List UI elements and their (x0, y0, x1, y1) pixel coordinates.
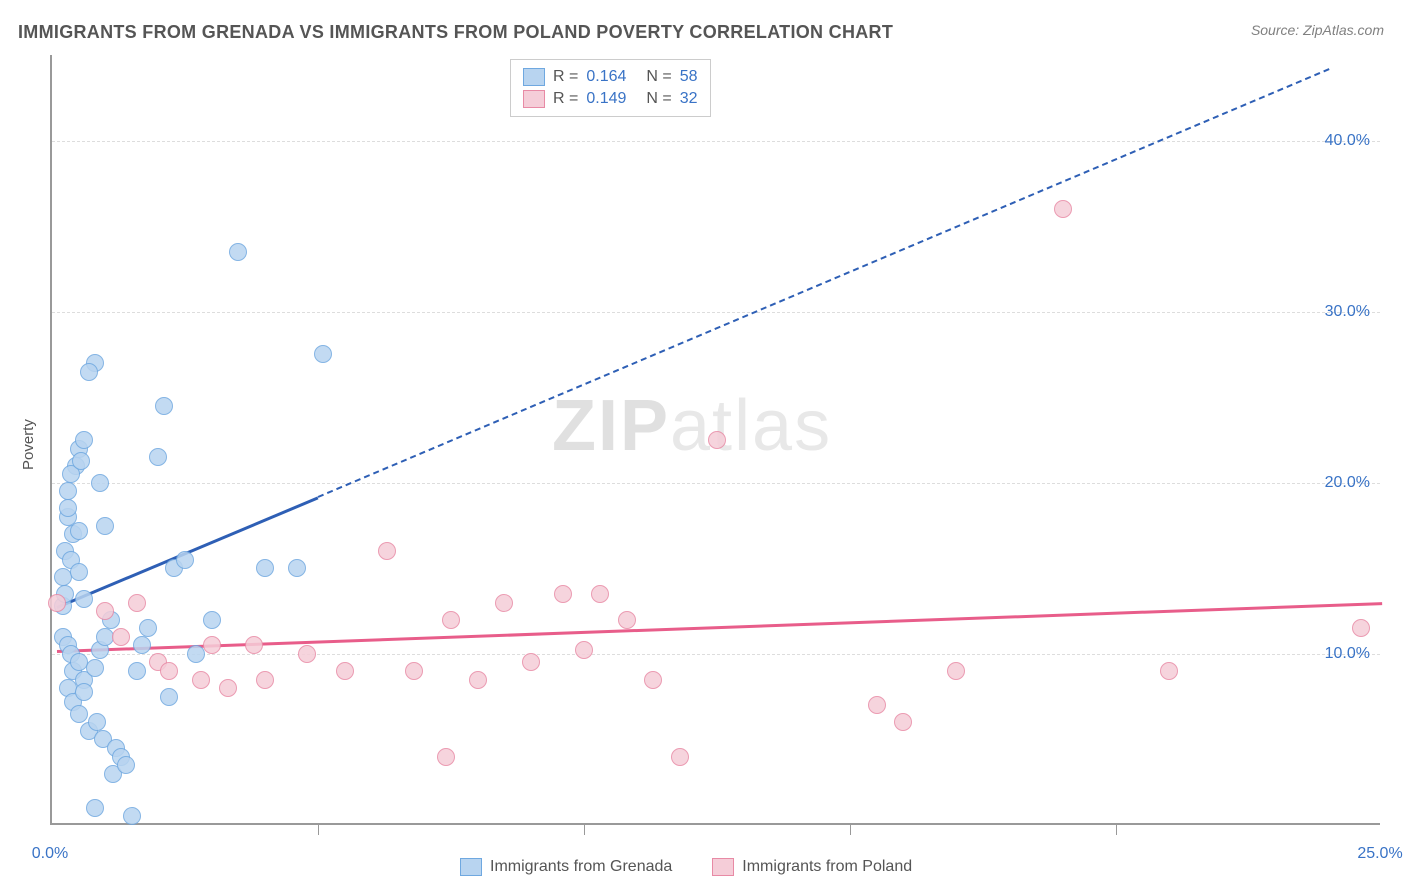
data-point (70, 563, 88, 581)
data-point (59, 499, 77, 517)
data-point (139, 619, 157, 637)
data-point (117, 756, 135, 774)
data-point (437, 748, 455, 766)
data-point (176, 551, 194, 569)
data-point (708, 431, 726, 449)
watermark: ZIPatlas (552, 385, 832, 467)
data-point (128, 662, 146, 680)
data-point (192, 671, 210, 689)
data-point (80, 363, 98, 381)
y-tick-label: 10.0% (1325, 645, 1370, 663)
data-point (495, 594, 513, 612)
data-point (149, 448, 167, 466)
data-point (160, 662, 178, 680)
x-tick (584, 825, 585, 835)
data-point (75, 683, 93, 701)
plot-area: ZIPatlas 10.0% 20.0% 30.0% 40.0% (50, 55, 1380, 825)
x-tick-label: 0.0% (32, 845, 68, 863)
data-point (522, 653, 540, 671)
data-point (59, 482, 77, 500)
data-point (128, 594, 146, 612)
x-tick-label: 25.0% (1357, 845, 1402, 863)
data-point (96, 517, 114, 535)
legend-swatch (712, 858, 734, 876)
data-point (442, 611, 460, 629)
data-point (133, 636, 151, 654)
data-point (618, 611, 636, 629)
data-point (155, 397, 173, 415)
trend-line (318, 69, 1330, 499)
data-point (70, 705, 88, 723)
data-point (86, 799, 104, 817)
data-point (245, 636, 263, 654)
y-tick-label: 20.0% (1325, 474, 1370, 492)
data-point (671, 748, 689, 766)
legend-item: Immigrants from Poland (712, 858, 912, 876)
gridline (52, 312, 1380, 313)
data-point (378, 542, 396, 560)
y-tick-label: 30.0% (1325, 303, 1370, 321)
x-tick (318, 825, 319, 835)
data-point (91, 474, 109, 492)
data-point (72, 452, 90, 470)
correlation-legend: R = 0.164N = 58R = 0.149N = 32 (510, 59, 711, 117)
data-point (894, 713, 912, 731)
data-point (1352, 619, 1370, 637)
data-point (229, 243, 247, 261)
data-point (1054, 200, 1072, 218)
legend-row: R = 0.164N = 58 (523, 66, 698, 88)
data-point (469, 671, 487, 689)
data-point (314, 345, 332, 363)
legend-swatch (460, 858, 482, 876)
data-point (336, 662, 354, 680)
data-point (88, 713, 106, 731)
gridline (52, 141, 1380, 142)
data-point (947, 662, 965, 680)
data-point (1160, 662, 1178, 680)
source-attribution: Source: ZipAtlas.com (1251, 22, 1384, 38)
legend-row: R = 0.149N = 32 (523, 88, 698, 110)
y-axis-label: Poverty (20, 419, 37, 470)
legend-item: Immigrants from Grenada (460, 858, 672, 876)
x-tick (850, 825, 851, 835)
y-tick-label: 40.0% (1325, 132, 1370, 150)
data-point (123, 807, 141, 825)
data-point (86, 659, 104, 677)
data-point (405, 662, 423, 680)
data-point (75, 431, 93, 449)
data-point (256, 559, 274, 577)
data-point (203, 636, 221, 654)
legend-label: Immigrants from Poland (742, 858, 912, 876)
data-point (112, 628, 130, 646)
legend-swatch (523, 90, 545, 108)
chart-title: IMMIGRANTS FROM GRENADA VS IMMIGRANTS FR… (18, 22, 893, 43)
data-point (96, 602, 114, 620)
data-point (256, 671, 274, 689)
legend-swatch (523, 68, 545, 86)
data-point (75, 590, 93, 608)
series-legend: Immigrants from Grenada Immigrants from P… (460, 858, 912, 876)
data-point (219, 679, 237, 697)
legend-label: Immigrants from Grenada (490, 858, 672, 876)
data-point (644, 671, 662, 689)
x-tick (1116, 825, 1117, 835)
data-point (868, 696, 886, 714)
data-point (160, 688, 178, 706)
gridline (52, 483, 1380, 484)
data-point (203, 611, 221, 629)
data-point (575, 641, 593, 659)
data-point (288, 559, 306, 577)
data-point (591, 585, 609, 603)
data-point (298, 645, 316, 663)
data-point (554, 585, 572, 603)
data-point (70, 522, 88, 540)
data-point (48, 594, 66, 612)
